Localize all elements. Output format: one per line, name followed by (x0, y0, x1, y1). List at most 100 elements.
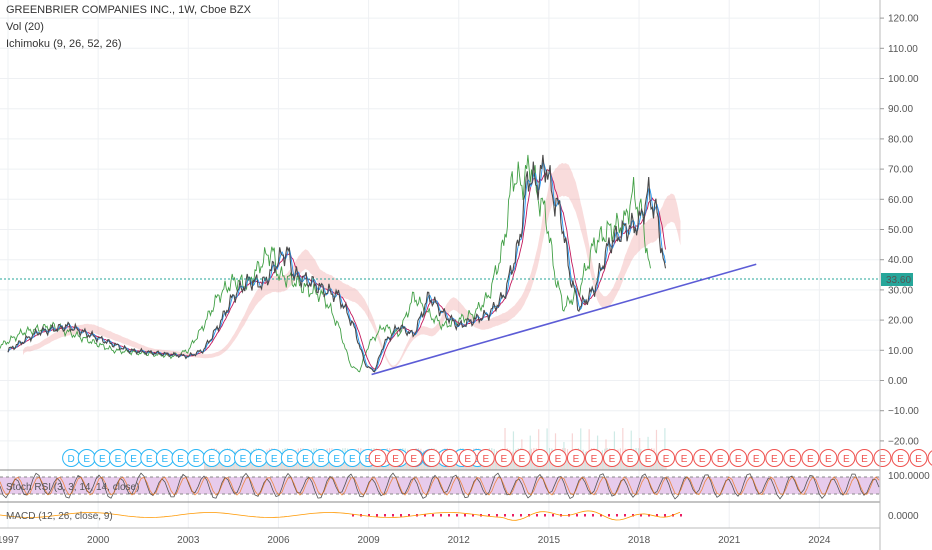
symbol-title[interactable]: GREENBRIER COMPANIES INC., 1W, Cboe BZX (6, 4, 251, 16)
volume-bar (588, 429, 590, 470)
macd-line (0, 510, 681, 521)
event-marker-label: D (224, 454, 231, 465)
event-marker-circle (512, 449, 531, 467)
event-marker-label: E (365, 454, 372, 465)
event-marker-circle (675, 449, 694, 467)
event-marker-circle (801, 449, 820, 467)
time-tick-label: 2024 (808, 535, 831, 546)
event-marker-circle (747, 449, 766, 467)
event-marker-circle (422, 449, 441, 467)
time-tick-label: 2012 (448, 535, 471, 546)
price-axis[interactable]: 120.00 110.00 100.00 90.00 80.00 70.00 60.00 50… (880, 14, 919, 448)
volume-bar (490, 461, 492, 470)
event-marker-label: E (115, 454, 122, 465)
event-marker-label: E (162, 454, 169, 465)
event-marker-circle (873, 449, 892, 467)
event-marker-label: E (573, 454, 580, 465)
volume-bar (532, 459, 534, 470)
event-marker-circle (855, 449, 874, 467)
macd-histogram-bar (448, 514, 450, 517)
event-marker-label: E (193, 454, 200, 465)
macd-histogram-bar (512, 514, 514, 517)
event-marker-circle (440, 449, 459, 467)
macd-histogram-bar (544, 514, 546, 517)
event-marker-label: E (146, 454, 153, 465)
price-tick-label: 110.00 (888, 44, 918, 55)
event-marker-label: E (519, 454, 526, 465)
event-marker-circle (476, 449, 495, 467)
macd-histogram-bar (600, 514, 602, 517)
volume-bar (565, 458, 567, 470)
volume-bar (330, 461, 332, 470)
event-marker-label: E (537, 454, 544, 465)
price-tick-label: 20.00 (888, 316, 913, 327)
price-lines (0, 154, 667, 373)
macd-histogram-bar (464, 514, 466, 517)
event-marker-circle (711, 449, 730, 467)
event-marker-circle (458, 449, 477, 467)
event-marker-label: E (591, 454, 598, 465)
macd-histogram-bar (352, 514, 354, 517)
stoch-level-value: 100.0000 (888, 471, 930, 482)
ichimoku-legend[interactable]: Ichimoku (9, 26, 52, 26) (6, 38, 122, 50)
event-marker-circle (783, 449, 802, 467)
event-marker-label: E (753, 454, 760, 465)
macd-histogram-bar (384, 514, 386, 517)
event-marker-label: E (446, 454, 453, 465)
price-tick-label: 60.00 (888, 195, 913, 206)
event-markers[interactable]: DEEEEEEEEEDEEEEEEEEEEEEEEDEEEEEEEEEEEEEE… (62, 449, 932, 467)
volume-bar (657, 453, 659, 470)
event-marker-circle (639, 449, 658, 467)
time-tick-label: 2009 (357, 535, 380, 546)
time-tick-label: 2018 (628, 535, 651, 546)
event-marker-circle (909, 449, 928, 467)
trendline[interactable] (371, 263, 757, 376)
macd-histogram-bar (648, 514, 650, 517)
macd-histogram-bar (520, 514, 522, 517)
event-marker-label: E (349, 454, 356, 465)
stoch-d-line (0, 476, 880, 496)
macd-histogram-bar (504, 514, 506, 517)
event-marker-label: E (255, 454, 262, 465)
event-marker-label: E (271, 454, 278, 465)
event-marker-circle (603, 449, 622, 467)
event-marker-label: E (771, 454, 778, 465)
volume-bar (583, 453, 585, 470)
volume-bar (343, 460, 345, 470)
event-marker-circle (548, 449, 567, 467)
volume-bar (636, 461, 638, 470)
event-marker-label: E (177, 454, 184, 465)
event-marker-label: E (374, 454, 381, 465)
volume-bar (298, 459, 301, 470)
volume-bar (622, 428, 624, 470)
event-marker-label: E (879, 454, 886, 465)
macd-lines (0, 510, 682, 521)
volume-bar (494, 455, 497, 470)
volume-bar (504, 428, 506, 470)
event-marker-label: E (825, 454, 832, 465)
stoch-rsi-label: Stoch RSI (3, 3, 14, 14, close) (6, 482, 139, 493)
time-axis[interactable]: 1997 2000 2003 2006 2009 2012 2015 2018 2021 2024 (0, 535, 831, 546)
macd-histogram-bar (632, 514, 634, 517)
price-tick-label: 50.00 (888, 225, 913, 236)
volume-bar (547, 460, 549, 470)
event-marker-label: E (843, 454, 850, 465)
last-price-badge (881, 273, 913, 286)
event-marker-label: E (555, 454, 562, 465)
event-marker-label: D (67, 454, 74, 465)
time-tick-label: 2015 (538, 535, 561, 546)
event-marker-label: E (699, 454, 706, 465)
event-marker-circle (693, 449, 712, 467)
event-marker-label: E (318, 454, 325, 465)
macd-histogram-bar (472, 514, 474, 517)
event-marker-label: E (627, 454, 634, 465)
event-marker-circle (891, 449, 910, 467)
price-tick-label: 30.00 (888, 285, 913, 296)
time-tick-label: 2000 (87, 535, 110, 546)
event-marker-label: E (681, 454, 688, 465)
volume-legend[interactable]: Vol (20) (6, 21, 44, 33)
event-marker-label: E (464, 454, 471, 465)
volume-bar (655, 429, 658, 470)
macd-histogram-bar (536, 514, 538, 517)
